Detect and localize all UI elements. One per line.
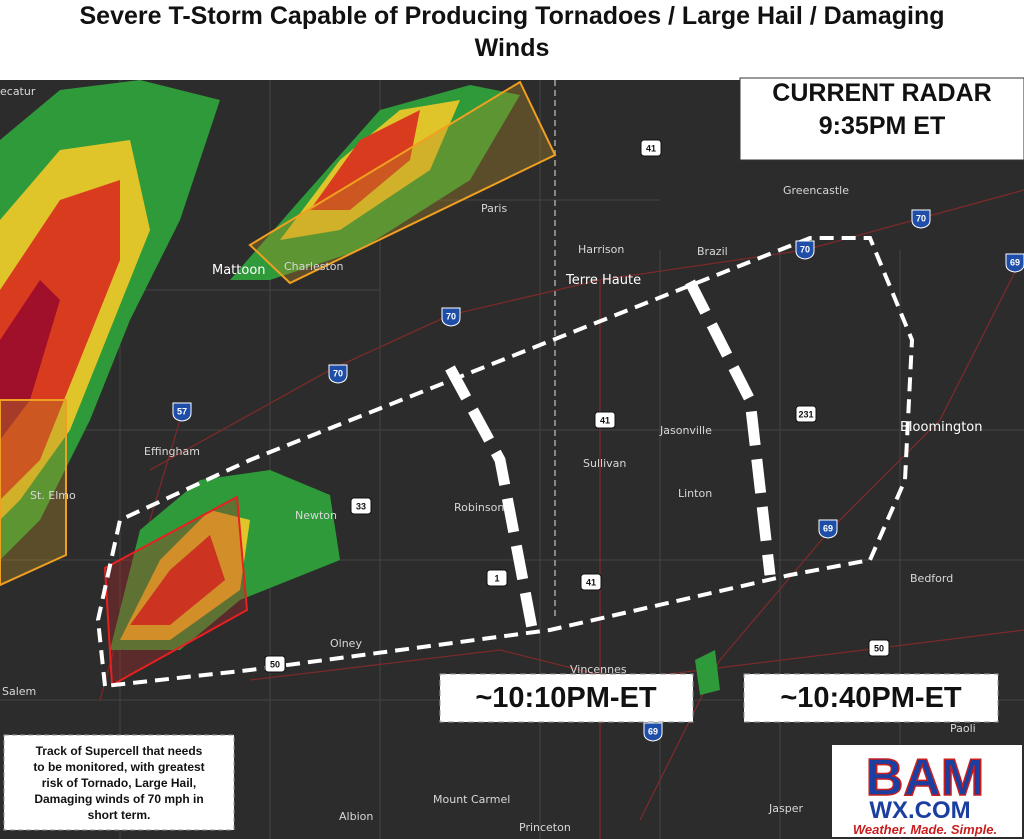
current-radar-text: CURRENT RADAR (772, 79, 991, 107)
place-label: Charleston (284, 260, 344, 273)
shield-number: 1 (494, 573, 499, 583)
shield-number: 41 (586, 577, 596, 587)
route-shield (795, 405, 817, 423)
logo-background (832, 745, 1022, 837)
shield-number: 50 (270, 659, 280, 669)
place-label: Harrison (578, 243, 624, 256)
place-label: Brazil (697, 245, 728, 258)
place-label: Salem (2, 685, 36, 698)
place-label: Mount Carmel (433, 793, 510, 806)
place-label: Robinson (454, 501, 504, 514)
time-line (685, 279, 776, 576)
place-label: Bedford (910, 572, 953, 585)
logo-main: BAM (866, 749, 984, 807)
title-line: Winds (475, 34, 550, 62)
place-label: Terre Haute (565, 273, 641, 288)
place-label: Olney (330, 637, 362, 650)
logo-tagline: Weather. Made. Simple. (853, 822, 997, 837)
place-label: Vincennes (570, 663, 627, 676)
note-line: short term. (88, 808, 151, 822)
current-radar-text: 9:35PM ET (819, 112, 945, 140)
time-label-box (439, 673, 694, 723)
place-label: Princeton (519, 821, 571, 834)
place-label: Paoli (950, 722, 976, 735)
supercell-track (95, 236, 915, 689)
place-label: Effingham (144, 445, 200, 458)
shield-number: 41 (600, 415, 610, 425)
shield-number: 33 (356, 501, 366, 511)
interstate-shield (643, 722, 663, 742)
interstate-shield (441, 307, 461, 327)
place-label: Albion (339, 810, 373, 823)
shield-number: 69 (823, 523, 833, 533)
shield-number: 57 (177, 406, 187, 416)
interstate-shield (818, 519, 838, 539)
interstate-shield (328, 364, 348, 384)
place-label: Newton (295, 509, 337, 522)
route-shield (264, 655, 286, 673)
interstate-shield (795, 240, 815, 260)
place-label: St. Elmo (30, 489, 76, 502)
place-label: Sullivan (583, 457, 626, 470)
logo-domain: WX.COM (869, 797, 970, 824)
place-label: Linton (678, 487, 712, 500)
time-label-box (743, 673, 999, 723)
route-shield (486, 569, 508, 587)
place-label: Paris (481, 202, 507, 215)
shield-number: 50 (874, 643, 884, 653)
tornado-warning-polygon (103, 495, 249, 687)
note-line: Damaging winds of 70 mph in (34, 792, 203, 806)
place-label: Jasonville (659, 424, 712, 437)
warning-polygon (248, 80, 557, 285)
note-line: risk of Tornado, Large Hail, (42, 776, 196, 790)
route-shield (350, 497, 372, 515)
route-shield (640, 139, 662, 157)
place-label: ecatur (0, 85, 36, 98)
note-line: Track of Supercell that needs (36, 744, 203, 758)
route-shield (580, 573, 602, 591)
note-box (3, 734, 235, 831)
shield-number: 69 (1010, 257, 1020, 267)
place-label: Jasper (768, 802, 803, 815)
time-line (445, 365, 538, 630)
title-line: Severe T-Storm Capable of Producing Torn… (80, 2, 945, 30)
place-label: Bloomington (900, 420, 983, 435)
place-label: Greencastle (783, 184, 849, 197)
radar-echoes (0, 80, 720, 695)
current-radar-box (739, 77, 1024, 161)
shield-number: 70 (916, 213, 926, 223)
time-label: ~10:10PM-ET (475, 682, 657, 714)
shield-number: 69 (648, 726, 658, 736)
shield-number: 70 (800, 244, 810, 254)
interstate-shield (172, 402, 192, 422)
header-band (0, 0, 1024, 80)
place-label: Mattoon (212, 263, 266, 278)
route-shield (868, 639, 890, 657)
note-line: to be monitored, with greatest (33, 760, 204, 774)
warning-polygon (0, 399, 67, 587)
shield-number: 70 (446, 311, 456, 321)
shield-number: 41 (646, 143, 656, 153)
time-label: ~10:40PM-ET (780, 682, 962, 714)
route-shield (594, 411, 616, 429)
shield-number: 70 (333, 368, 343, 378)
shield-number: 231 (798, 409, 813, 419)
interstate-shield (911, 209, 931, 229)
